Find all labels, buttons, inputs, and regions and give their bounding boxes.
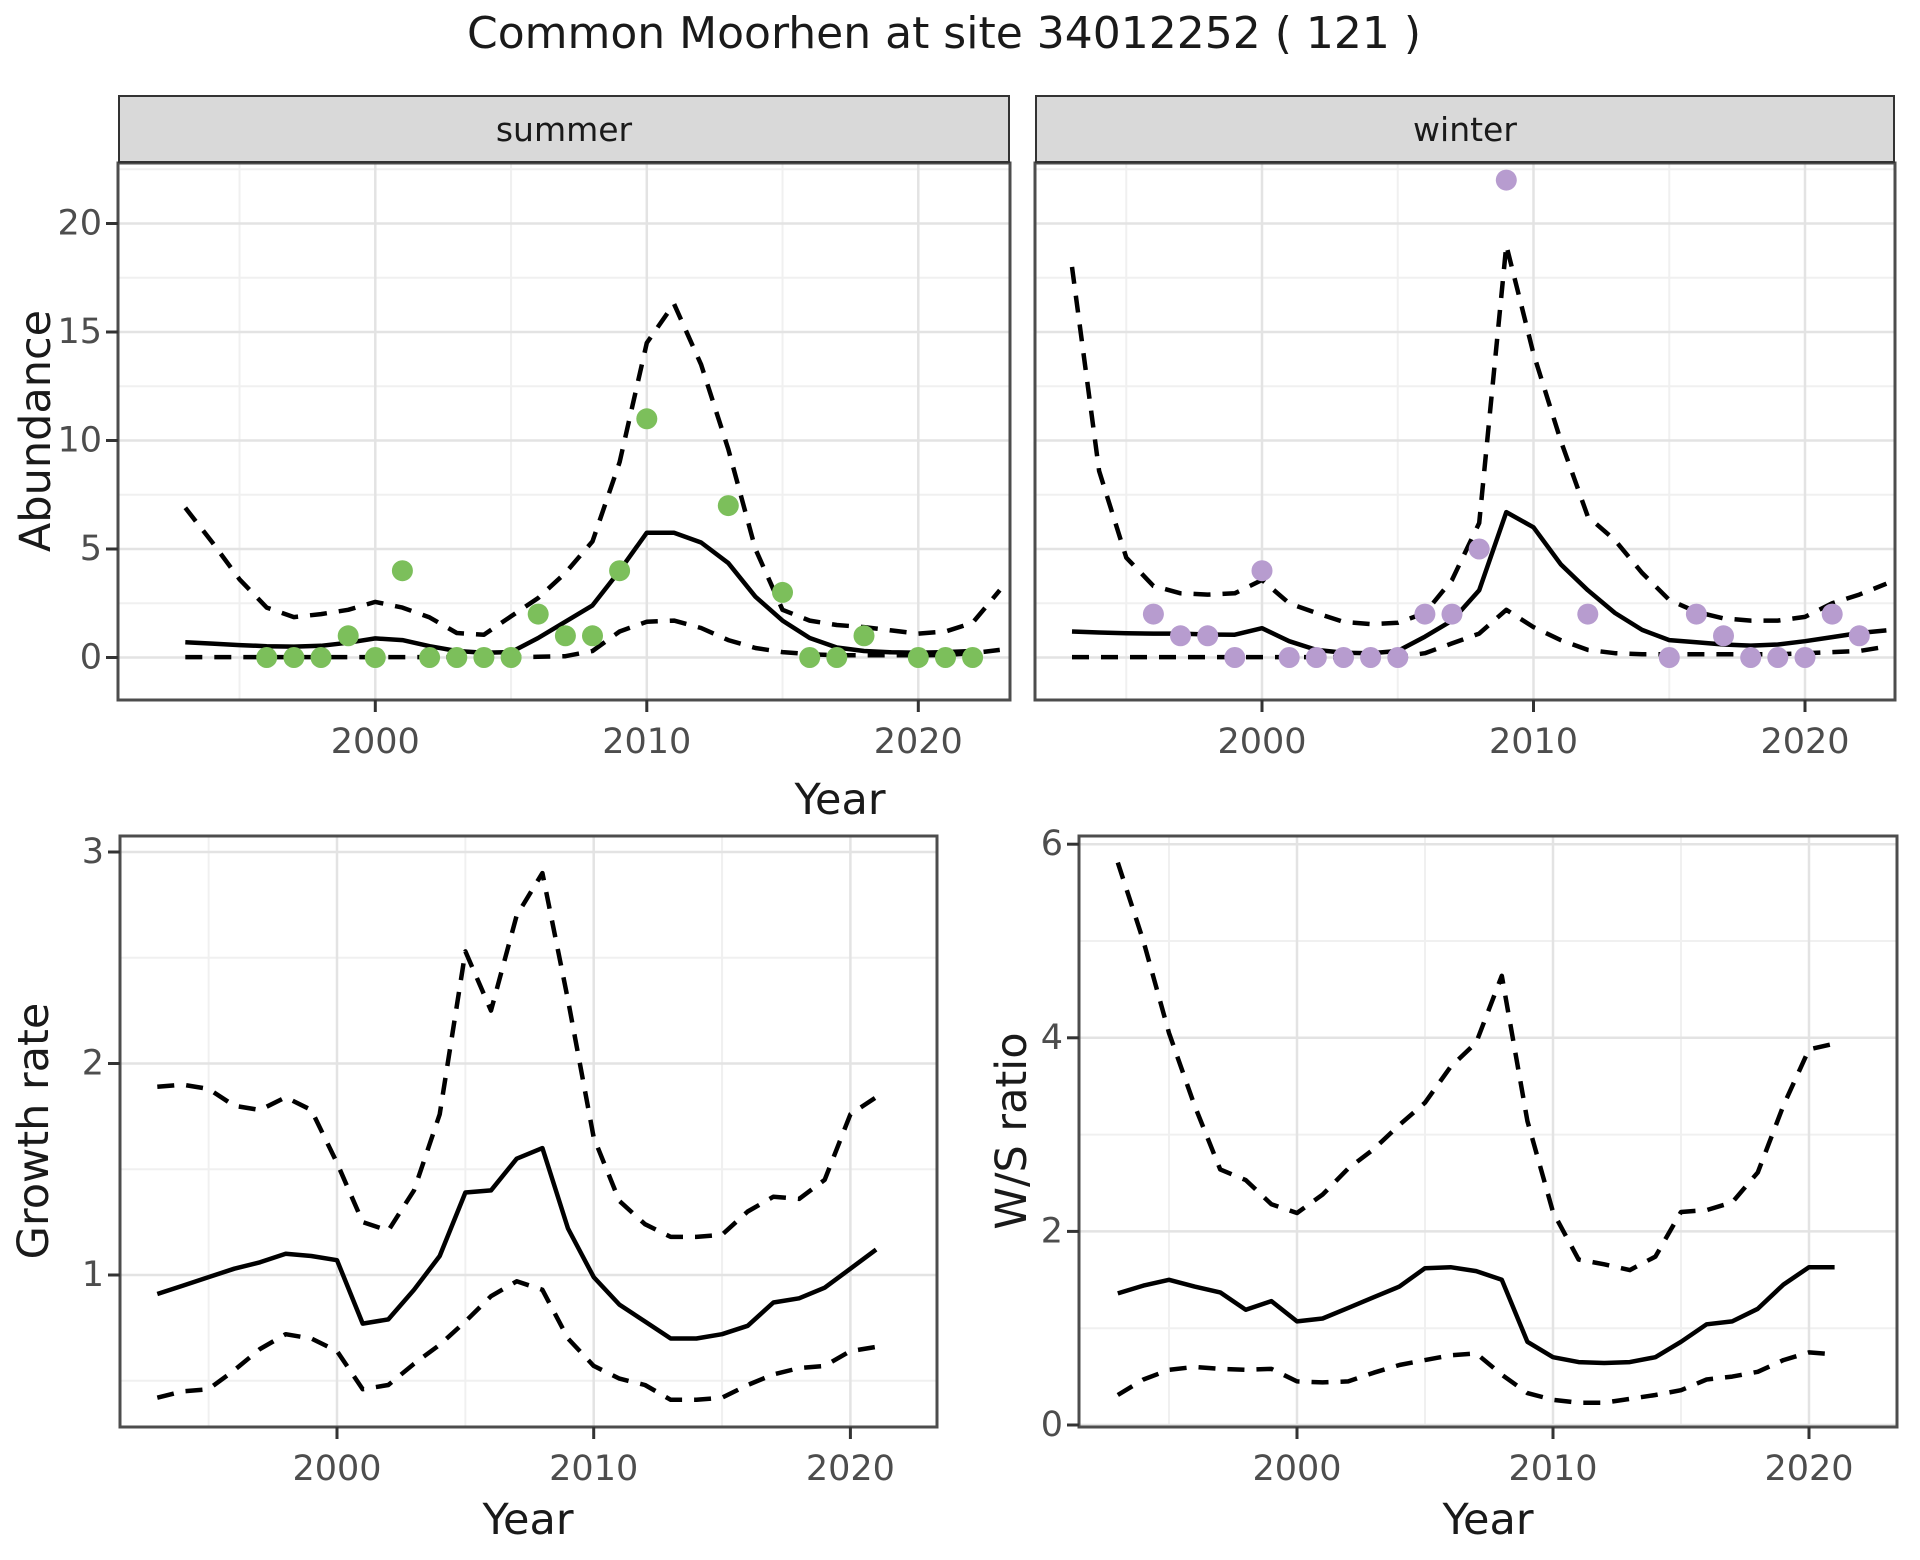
data-point [1441,603,1463,625]
data-point [1848,625,1870,647]
data-point [1767,647,1789,668]
y-tick-label: 6 [1041,824,1063,864]
y-tick-label: 5 [80,529,102,569]
y-tick-label: 20 [57,204,102,244]
data-point [772,581,793,603]
data-point [1658,647,1680,668]
data-point [554,625,576,647]
x-tick-label: 2020 [874,722,963,762]
y-tick-label: 3 [82,832,104,872]
y-tick-label: 15 [57,312,102,352]
data-point [853,625,875,647]
data-point [473,647,495,668]
y-axis-title-ws-ratio: W/S ratio [987,1032,1037,1230]
data-point [1360,647,1382,668]
series-lower_ci [185,618,1001,660]
y-tick-label: 2 [82,1044,104,1084]
data-point [582,625,603,647]
data-point [609,560,631,582]
x-tick-label: 2010 [549,1449,638,1489]
facet-strip-winter: winter [1035,95,1895,163]
data-point [935,647,956,668]
data-point [1278,647,1300,668]
data-point [1387,647,1409,668]
series-lower_ci [156,1279,877,1403]
x-tick-label: 2000 [1252,1449,1341,1489]
y-tick-label: 0 [80,638,102,678]
data-point [446,647,468,668]
panel-border [1033,161,1897,702]
x-tick-label: 2000 [1217,722,1306,762]
y-tick-label: 1 [82,1255,104,1295]
series-upper_ci [157,870,878,1240]
facet-strip-summer: summer [118,95,1010,163]
chart-title: Common Moorhen at site 34012252 ( 121 ) [467,8,1421,59]
data-point [527,603,549,625]
y-tick-label: 10 [57,421,102,461]
data-point [391,560,413,582]
data-point [717,495,739,517]
panel-border [1077,834,1899,1429]
data-point [500,647,522,668]
data-point [1414,603,1436,625]
data-point [1495,169,1517,191]
data-point [1821,603,1843,625]
data-point [826,647,848,668]
panel-border [118,834,939,1429]
data-point [1713,625,1734,647]
x-tick-label: 2020 [806,1449,895,1489]
panel-abundance_summer: 2000 2010 2020 0 5 10 15 20 [57,161,1012,762]
data-point [1333,647,1354,668]
data-point [962,647,984,668]
y-tick-label: 2 [1041,1211,1063,1251]
x-axis-title-bottom-left: Year [482,1495,574,1545]
data-point [256,647,278,668]
data-point [1685,603,1707,625]
panel-growth_rate: 2000 2010 2020 1 2 3 [82,832,939,1489]
panel-abundance_winter: 2000 2010 2020 [1033,161,1897,762]
data-point [1197,625,1219,647]
y-axis-title-abundance: Abundance [11,309,61,553]
data-point [1170,625,1191,647]
data-point [283,647,305,668]
y-axis-title-growth-rate: Growth rate [9,1002,59,1260]
series-lower_ci [1116,1350,1835,1405]
data-point [1305,647,1327,668]
y-tick-label: 4 [1041,1018,1063,1058]
x-tick-label: 2020 [1764,1449,1853,1489]
data-point [799,647,821,668]
series-upper_ci [1115,861,1836,1273]
x-tick-label: 2000 [292,1449,381,1489]
data-point [364,647,386,668]
x-tick-label: 2010 [1508,1449,1597,1489]
facet-strip-summer-label: summer [495,109,633,149]
x-tick-label: 2020 [1760,722,1849,762]
x-axis-title-bottom-right: Year [1442,1495,1534,1545]
x-axis-title-top: Year [794,775,886,825]
data-point [1468,538,1490,560]
data-point [1142,603,1164,625]
data-point [907,647,929,668]
data-point [1740,647,1762,668]
facet-strip-winter-label: winter [1413,109,1517,149]
data-point [337,625,359,647]
data-point [419,647,441,668]
series-mean [156,1145,878,1341]
data-point [310,647,332,668]
x-tick-label: 2000 [331,722,420,762]
panel-border [116,161,1012,702]
series-mean [1117,1264,1835,1366]
series-upper_ci [1069,242,1888,627]
panel-ws_ratio: 2000 2010 2020 0 2 4 6 [1041,824,1899,1489]
data-point [636,408,658,430]
data-point [1251,560,1273,582]
data-point [1224,647,1246,668]
x-tick-label: 2010 [602,722,691,762]
y-tick-label: 0 [1041,1405,1063,1445]
data-point [1577,603,1599,625]
data-point [1794,647,1816,668]
x-tick-label: 2010 [1489,722,1578,762]
